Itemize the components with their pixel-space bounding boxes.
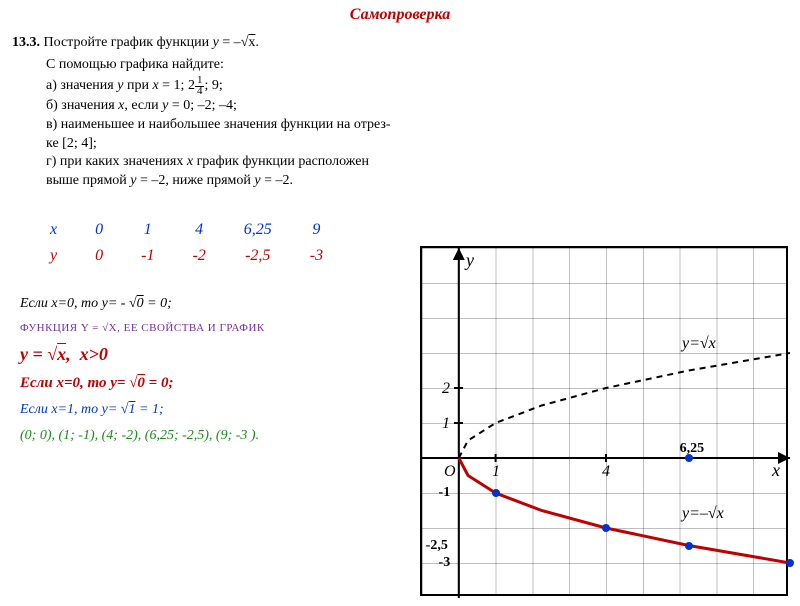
table-x2: 4 [174, 218, 223, 242]
work-l6: (0; 0), (1; -1), (4; -2), (6,25; -2,5), … [20, 428, 420, 444]
svg-text:4: 4 [602, 463, 610, 480]
work-l4: Если x=0, то y= √0 = 0; [20, 375, 420, 392]
graph-panel: 1 4 1 2 O y x y=√x y=–√x 6,25 -1 -2,5-3 [420, 246, 788, 596]
table-y0: 0 [77, 244, 121, 268]
problem-b: б) значения x, если y = 0; –2; –4; [46, 97, 522, 116]
axis-annotation: -3 [439, 555, 451, 571]
work-l5: Если x=1, то y= √1 = 1; [20, 402, 420, 418]
svg-text:y=√x: y=√x [680, 335, 716, 352]
data-point [685, 542, 693, 550]
table-x4: 9 [292, 218, 341, 242]
data-point [786, 559, 794, 567]
page-title: Самопроверка [0, 6, 800, 24]
table-y4: -3 [292, 244, 341, 268]
problem-c1: в) наименьшее и наибольшее значения функ… [46, 116, 522, 135]
svg-text:1: 1 [442, 415, 450, 432]
problem-line2: С помощью графика найдите: [46, 56, 522, 75]
table-y1: -1 [123, 244, 172, 268]
table-yvar: y [32, 244, 75, 268]
work-l2: ФУНКЦИЯ Y = √X, ЕЕ СВОЙСТВА И ГРАФИК [20, 322, 420, 334]
svg-text:2: 2 [442, 380, 450, 397]
problem-a: а) значения y при x = 1; 214; 9; [46, 75, 522, 97]
problem-number: 13.3. [12, 35, 40, 50]
table-y2: -2 [174, 244, 223, 268]
svg-text:y=–√x: y=–√x [680, 505, 724, 522]
problem-d1: г) при каких значениях x график функции … [46, 153, 522, 172]
svg-text:x: x [771, 460, 780, 480]
axis-annotation: -2,5 [426, 538, 448, 554]
problem-line1b: y = –√x. [213, 35, 259, 50]
problem-line1a: Постройте график функции [44, 35, 213, 50]
problem-block: 13.3. Постройте график функции y = –√x. … [12, 34, 522, 191]
table-y3: -2,5 [226, 244, 290, 268]
problem-d2: выше прямой y = –2, ниже прямой y = –2. [46, 172, 522, 191]
graph-svg: 1 4 1 2 O y x y=√x y=–√x [422, 248, 790, 598]
svg-text:O: O [444, 463, 456, 480]
table-x3: 6,25 [226, 218, 290, 242]
table-x1: 1 [123, 218, 172, 242]
data-point [602, 524, 610, 532]
axis-annotation: 6,25 [680, 441, 705, 457]
svg-text:1: 1 [492, 463, 500, 480]
problem-c2: ке [2; 4]; [46, 135, 522, 154]
axis-annotation: -1 [439, 485, 451, 501]
work-l1: Если x=0, то y= - √0 = 0; [20, 296, 420, 312]
work-l3: y = √x, x>0 [20, 344, 420, 365]
svg-text:y: y [464, 250, 474, 270]
table-xvar: x [32, 218, 75, 242]
value-table: x 0 1 4 6,25 9 y 0 -1 -2 -2,5 -3 [30, 216, 343, 270]
data-point [492, 489, 500, 497]
table-x0: 0 [77, 218, 121, 242]
workings-block: Если x=0, то y= - √0 = 0; ФУНКЦИЯ Y = √X… [20, 296, 420, 454]
